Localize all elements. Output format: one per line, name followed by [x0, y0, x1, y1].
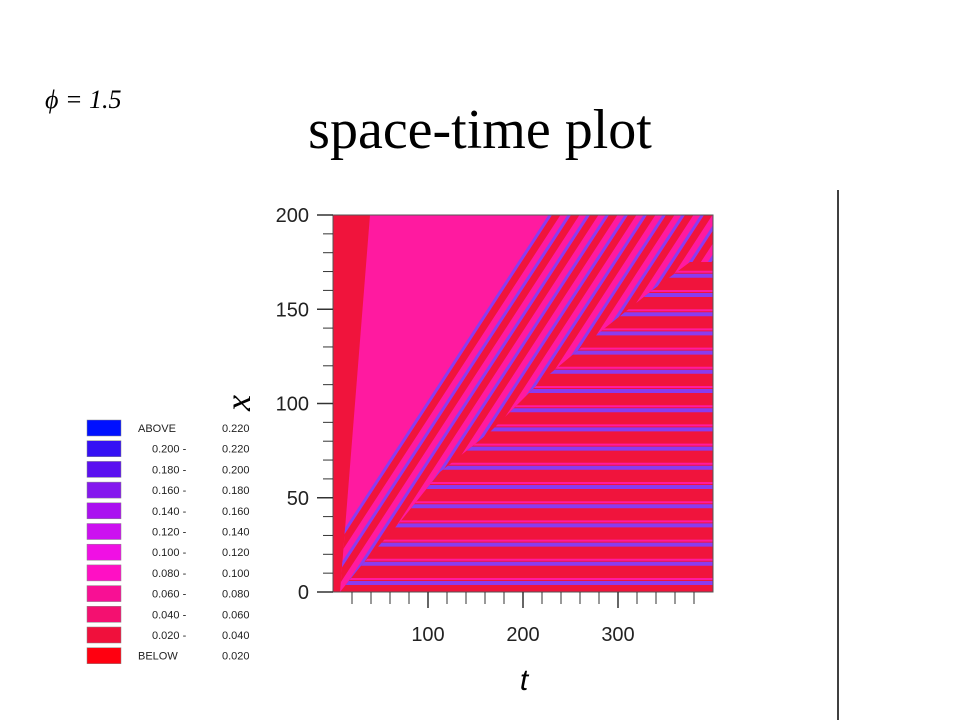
stripe [340, 215, 600, 592]
legend-from: BELOW [138, 651, 178, 663]
y-tick-label: 150 [276, 299, 309, 321]
legend-swatch [86, 419, 122, 437]
legend-swatch [86, 626, 122, 644]
legend-to: 0.220 [222, 423, 250, 435]
legend-from: 0.140 - [152, 506, 187, 518]
legend-from: 0.200 - [152, 444, 187, 456]
legend-to: 0.200 [222, 464, 250, 476]
x-tick-label: 300 [601, 624, 634, 646]
annotation: ϕ = 1.5 [45, 85, 122, 114]
legend-to: 0.080 [222, 589, 250, 601]
legend-swatch [86, 564, 122, 582]
y-tick-label: 100 [276, 394, 309, 416]
stripe [340, 215, 588, 592]
legend-swatch [86, 461, 122, 478]
legend-swatch [86, 523, 122, 540]
stripe [718, 200, 960, 600]
legend-to: 0.040 [222, 630, 250, 642]
legend-swatch [86, 647, 122, 664]
legend-from: 0.040 - [152, 609, 187, 621]
stripe [340, 215, 569, 592]
legend-from: 0.020 - [152, 630, 187, 642]
stripe [743, 200, 960, 600]
legend-from: 0.100 - [152, 547, 187, 559]
y-tick-label: 0 [298, 582, 309, 604]
legend-swatch [86, 606, 122, 623]
stripe [702, 215, 713, 592]
stripe [683, 215, 713, 592]
legend-swatch [86, 502, 122, 520]
y-tick-label: 50 [287, 488, 309, 510]
legend-to: 0.120 [222, 547, 250, 559]
x-tick-label: 100 [411, 624, 444, 646]
legend-from: 0.060 - [152, 589, 187, 601]
stripe [756, 200, 960, 600]
stripe [737, 200, 960, 600]
legend-swatch [86, 440, 122, 457]
legend-to: 0.140 [222, 527, 250, 539]
stripe [341, 215, 607, 592]
y-tick-label: 200 [276, 205, 309, 227]
legend-swatch [86, 543, 122, 561]
legend-to: 0.020 [222, 651, 250, 663]
legend-to: 0.220 [222, 444, 250, 456]
stripe [340, 215, 581, 592]
stripe [697, 215, 713, 592]
stripe [762, 200, 960, 600]
legend-from: 0.120 - [152, 527, 187, 539]
legend-to: 0.180 [222, 485, 250, 497]
legend-from: 0.180 - [152, 464, 187, 476]
stripe [678, 215, 713, 592]
legend-to: 0.060 [222, 609, 250, 621]
heatmap [333, 200, 960, 600]
legend-to: 0.160 [222, 506, 250, 518]
legend-from: 0.080 - [152, 568, 187, 580]
chart-title: space-time plot [308, 99, 652, 161]
y-axis-label: x [218, 395, 258, 412]
legend-from: ABOVE [138, 423, 176, 435]
x-tick-label: 200 [506, 624, 539, 646]
x-axis-label: t [520, 664, 530, 697]
legend-to: 0.100 [222, 568, 250, 580]
legend-swatch [86, 481, 122, 499]
legend-swatch [86, 585, 122, 602]
stripe [724, 200, 960, 600]
legend-from: 0.160 - [152, 485, 187, 497]
